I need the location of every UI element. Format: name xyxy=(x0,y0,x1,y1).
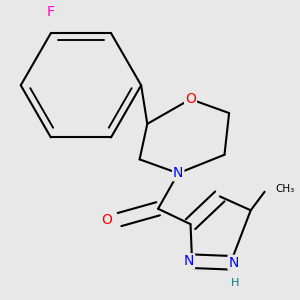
Text: O: O xyxy=(102,213,112,226)
Text: CH₃: CH₃ xyxy=(275,184,295,194)
Text: N: N xyxy=(184,254,194,268)
Text: F: F xyxy=(47,4,55,19)
Text: N: N xyxy=(173,166,183,180)
Text: H: H xyxy=(231,278,239,288)
Text: O: O xyxy=(185,92,196,106)
Text: N: N xyxy=(229,256,239,270)
